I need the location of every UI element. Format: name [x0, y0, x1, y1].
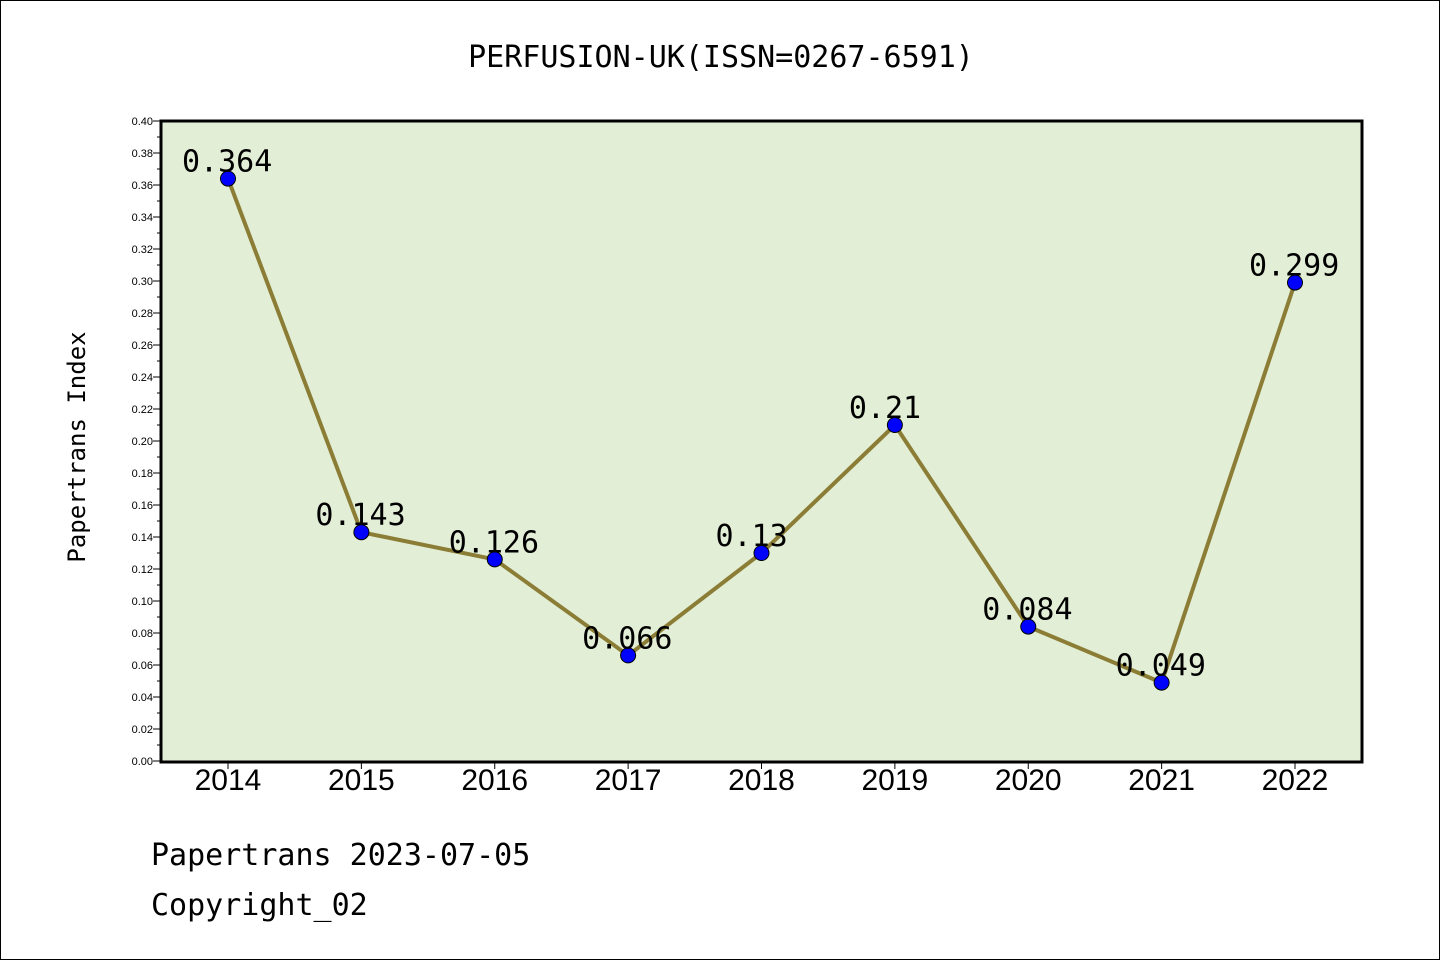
x-tick-label: 2015	[328, 764, 395, 797]
x-tick-label: 2021	[1128, 764, 1195, 797]
y-tick-label: 0.32	[132, 244, 153, 256]
y-tick-label: 0.28	[132, 308, 153, 320]
data-point-2014	[220, 170, 236, 187]
data-label-2018: 0.13	[716, 519, 788, 554]
y-tick-label: 0.40	[132, 116, 153, 128]
y-tick-label: 0.00	[132, 756, 153, 768]
data-label-2022: 0.299	[1249, 249, 1339, 284]
data-label-2017: 0.066	[582, 621, 672, 656]
y-tick-label: 0.10	[132, 596, 153, 608]
y-tick-label: 0.26	[132, 340, 153, 352]
chart-title: PERFUSION-UK(ISSN=0267-6591)	[468, 40, 974, 75]
x-tick-label: 2018	[728, 764, 795, 797]
y-axis-ticks: 0.00 0.02 0.04 0.06 0.08 0.10 0.12 0.14 0.16 0.18…	[132, 116, 161, 768]
x-tick-label: 2017	[595, 764, 662, 797]
data-label-2014: 0.364	[182, 145, 272, 180]
y-tick-label: 0.34	[132, 212, 153, 224]
data-point-2022	[1287, 274, 1303, 291]
x-tick-label: 2019	[862, 764, 929, 797]
y-tick-label: 0.30	[132, 276, 153, 288]
y-tick-label: 0.20	[132, 436, 153, 448]
x-tick-label: 2014	[195, 764, 262, 797]
data-point-2020	[1020, 618, 1037, 635]
data-point-2015	[353, 524, 370, 541]
y-tick-label: 0.14	[132, 532, 153, 544]
y-tick-label: 0.04	[132, 692, 153, 704]
x-tick-label: 2016	[461, 764, 528, 797]
y-tick-label: 0.08	[132, 628, 153, 640]
data-label-2020: 0.084	[982, 593, 1072, 628]
data-label-2016: 0.126	[449, 525, 539, 560]
y-tick-label: 0.12	[132, 564, 153, 576]
x-tick-label: 2022	[1262, 764, 1329, 797]
data-label-2021: 0.049	[1116, 649, 1206, 684]
y-tick-label: 0.06	[132, 660, 153, 672]
footer-date: Papertrans 2023-07-05	[151, 838, 530, 873]
data-point-2017	[620, 647, 637, 664]
plot-area	[159, 119, 1364, 764]
y-tick-label: 0.22	[132, 404, 153, 416]
data-labels: 0.364 0.143 0.126 0.066 0.13 0.21 0.084 0.049 0.…	[182, 145, 1339, 684]
y-tick-label: 0.02	[132, 724, 153, 736]
y-tick-label: 0.36	[132, 180, 153, 192]
y-tick-label: 0.18	[132, 468, 153, 480]
y-axis-label: Papertrans Index	[63, 331, 91, 562]
x-axis-ticks: 2014 2015 2016 2017 2018 2019 2020 2021 2022	[195, 761, 1329, 797]
x-tick-label: 2020	[995, 764, 1062, 797]
data-point-2021	[1153, 674, 1170, 691]
y-tick-label: 0.16	[132, 500, 153, 512]
y-tick-label: 0.38	[132, 148, 153, 160]
data-point-2018	[753, 545, 770, 561]
footer-copyright: Copyright_02	[151, 888, 368, 923]
data-point-2019	[886, 417, 903, 433]
data-points	[220, 170, 1303, 691]
data-label-2019: 0.21	[849, 391, 921, 426]
data-label-2015: 0.143	[315, 498, 405, 533]
y-tick-label: 0.24	[132, 372, 153, 384]
data-point-2016	[486, 551, 503, 568]
